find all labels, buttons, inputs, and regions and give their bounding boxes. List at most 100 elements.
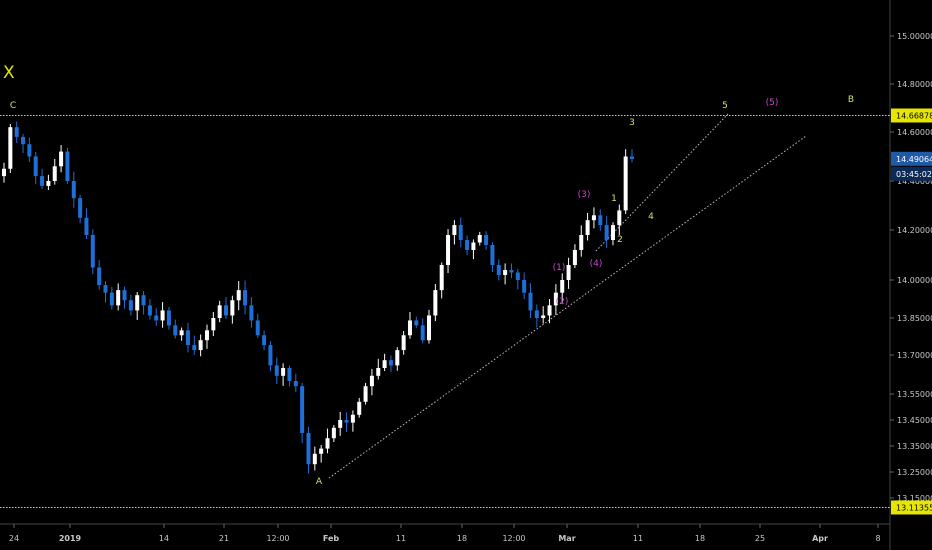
candle — [477, 231, 482, 246]
candle-body — [8, 127, 13, 169]
x-tick-label: 18 — [695, 534, 705, 543]
candle-body — [522, 280, 527, 293]
candle-body — [591, 215, 596, 221]
candle — [97, 259, 102, 290]
candle-body — [274, 365, 279, 376]
candle-body — [211, 318, 216, 331]
candle — [357, 397, 362, 418]
wave-label: (2) — [556, 297, 569, 307]
candle-body — [103, 285, 108, 293]
candle-body — [179, 330, 184, 336]
candle-body — [325, 438, 330, 449]
candle — [604, 216, 609, 248]
candle — [122, 286, 127, 309]
candle-body — [534, 310, 539, 318]
price-tag-bg — [891, 151, 932, 166]
candle-body — [369, 375, 374, 387]
candle — [319, 445, 324, 463]
candle — [192, 335, 197, 355]
candle — [230, 295, 235, 324]
candle-body — [173, 325, 178, 336]
x-tick-label: 21 — [219, 534, 229, 543]
candle — [300, 382, 305, 444]
wave-label: B — [848, 95, 854, 105]
x-tick-label: 18 — [457, 534, 467, 543]
x-tick-label: 2019 — [59, 534, 82, 543]
candle-body — [65, 151, 70, 181]
candle-body — [420, 325, 425, 341]
price-tag-bg — [891, 500, 932, 515]
candle-body — [122, 290, 127, 301]
candle — [84, 208, 89, 239]
candle-body — [249, 305, 254, 321]
y-tick-label: 13.15000 — [897, 494, 932, 503]
candle — [553, 284, 558, 315]
candle — [331, 425, 336, 443]
candle-body — [262, 335, 267, 346]
candle — [376, 358, 381, 380]
candle — [236, 281, 241, 311]
candle — [179, 327, 184, 341]
candle — [572, 244, 577, 269]
price-tag-label: 14.49064 — [896, 155, 932, 164]
candle — [262, 330, 267, 351]
candle — [217, 300, 222, 323]
candle-body — [128, 300, 133, 311]
x-tick-label: 24 — [9, 534, 19, 543]
candle — [59, 145, 64, 173]
price-tag-label: 13.11355 — [896, 503, 932, 512]
candle — [109, 286, 114, 310]
candle-body — [484, 235, 489, 245]
upper-trendline[interactable] — [595, 113, 729, 252]
candle — [458, 217, 463, 248]
candle-body — [204, 330, 209, 341]
wave-label: (5) — [766, 98, 779, 108]
wave-labels: C A B 1 2 3 4 5 (1) (2) (3) (4) (5) — [10, 95, 854, 487]
candle — [585, 212, 590, 241]
candle-body — [357, 401, 362, 415]
lower-trendline[interactable] — [328, 135, 807, 479]
candle-body — [610, 225, 615, 240]
price-tag-bg — [891, 108, 932, 123]
price-tag: 14.49064 — [891, 151, 932, 166]
candle — [211, 312, 216, 337]
candle — [534, 304, 539, 328]
candle-body — [439, 265, 444, 291]
candle-body — [306, 433, 311, 465]
candle — [490, 242, 495, 273]
candle — [160, 302, 165, 328]
candle — [21, 133, 26, 154]
candle-body — [268, 345, 273, 366]
candle-body — [2, 168, 6, 177]
candle-body — [452, 225, 457, 235]
candle-body — [230, 300, 235, 316]
candle — [281, 363, 286, 386]
x-tick-label: 25 — [755, 534, 765, 543]
candle-body — [344, 420, 349, 423]
candle — [40, 168, 45, 189]
candle-body — [388, 360, 393, 366]
candle — [71, 171, 76, 208]
candle — [566, 257, 571, 289]
candle-body — [477, 235, 482, 243]
candle-body — [395, 350, 400, 366]
candle — [116, 283, 121, 311]
symbol-mark: X — [3, 63, 15, 83]
wave-label: 2 — [617, 235, 623, 245]
candle-body — [382, 360, 387, 368]
time-axis[interactable]: 24 2019 14 21 12:00 Feb 11 18 12:00 Mar 11 18 25 Apr 8 — [9, 524, 881, 543]
candles — [2, 121, 634, 474]
candle — [369, 369, 374, 396]
candle-body — [350, 414, 355, 423]
price-axis[interactable]: 15.00000 14.80000 14.60000 14.40000 14.20000… — [890, 32, 932, 503]
price-tag: 14.66878 — [891, 108, 932, 123]
candle — [103, 281, 108, 303]
x-tick-label: Apr — [812, 534, 828, 543]
x-tick-label: 12:00 — [502, 534, 525, 543]
candle — [204, 324, 209, 349]
candle — [52, 158, 57, 185]
wave-label: A — [316, 477, 323, 487]
y-tick-label: 13.35000 — [897, 442, 932, 451]
candle-body — [319, 448, 324, 454]
